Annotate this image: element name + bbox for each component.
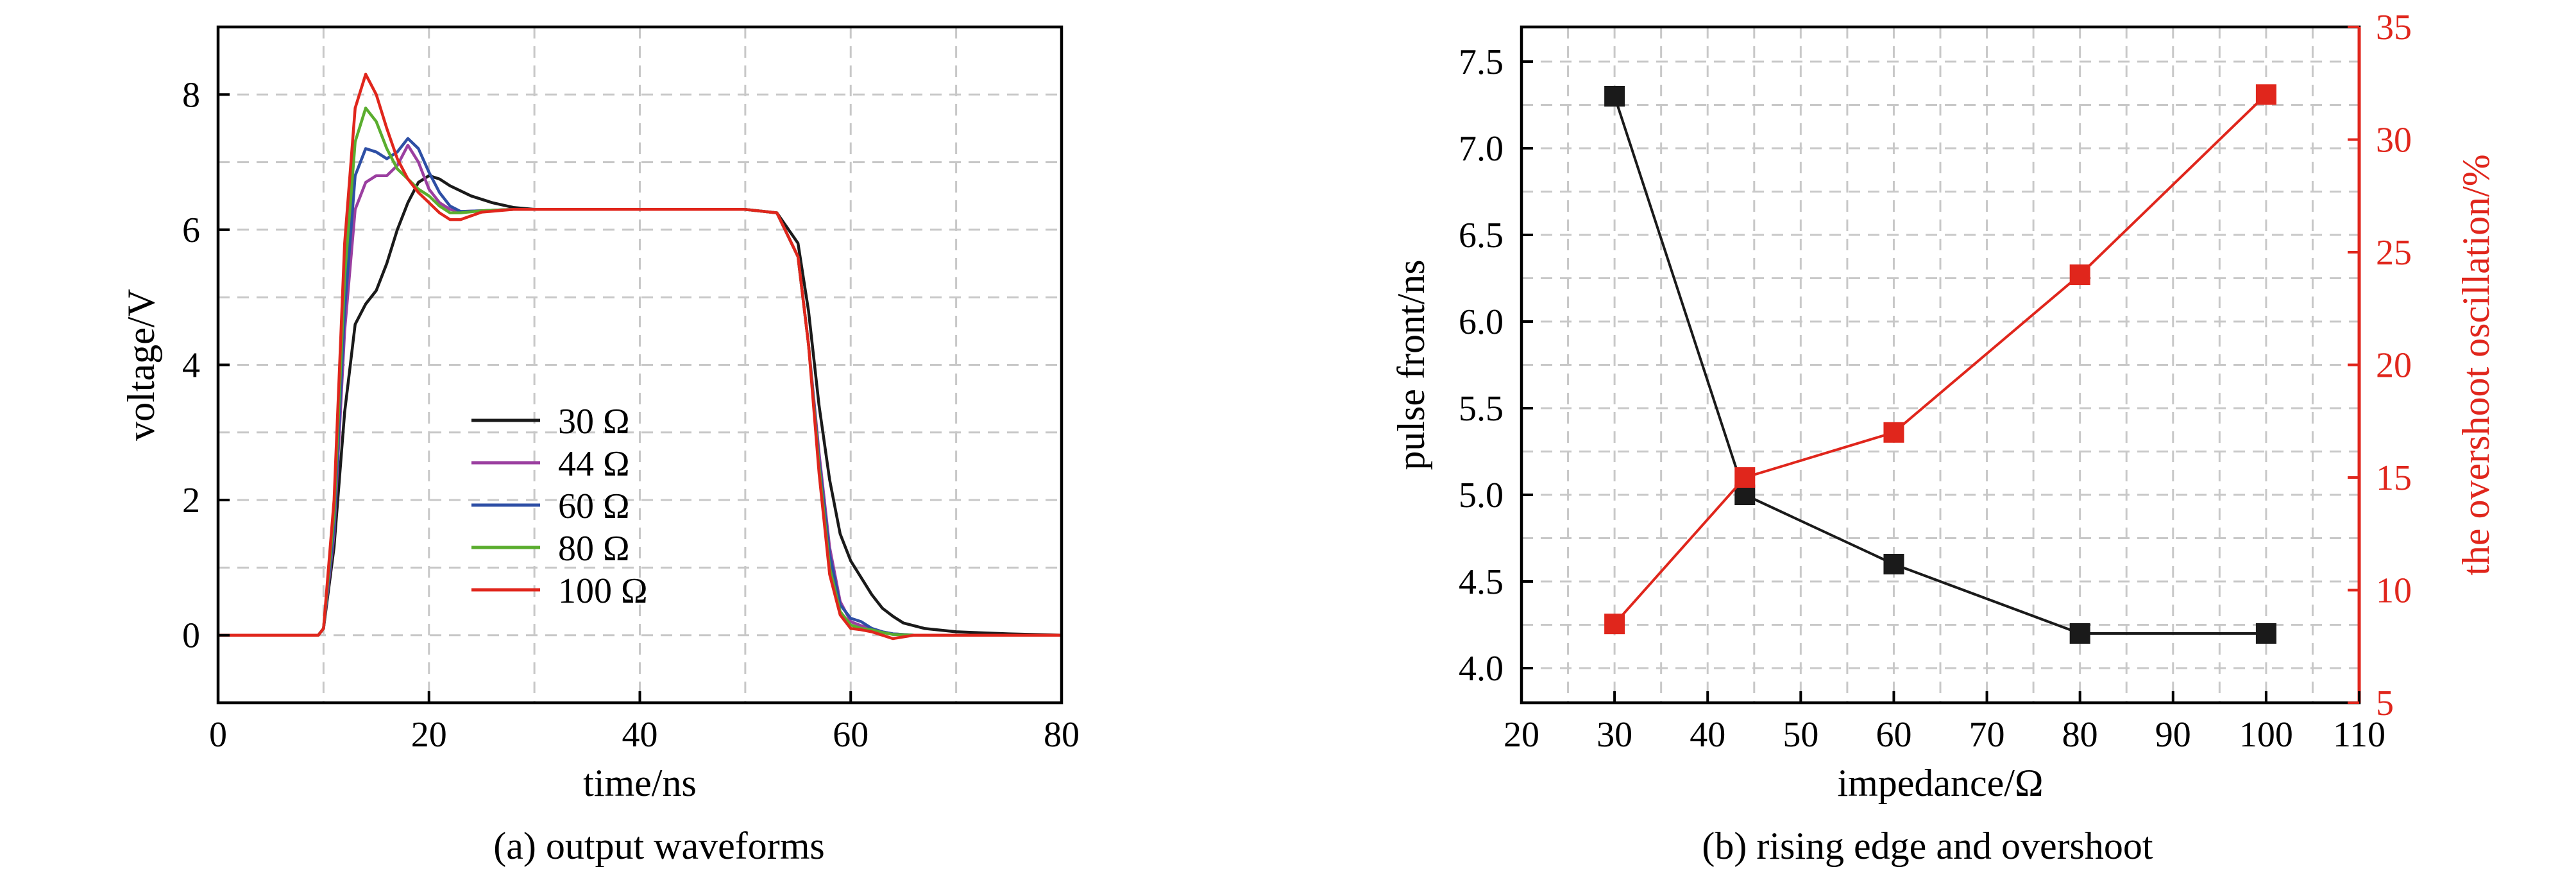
- y-axis-label: voltage/V: [120, 289, 162, 441]
- y-tick-label: 6.0: [1459, 302, 1504, 342]
- y2-tick-label: 15: [2376, 458, 2412, 498]
- x-tick-label: 0: [209, 715, 227, 755]
- y-tick-label: 2: [182, 481, 200, 521]
- y2-tick-label: 25: [2376, 233, 2412, 273]
- chart-rising-edge-overshoot: 20 30 40 50 60 70 80 90 100 110 4.0 4.5 5.0 5.5 6.0 6.5…: [1390, 8, 2497, 867]
- y-tick-label: 8: [182, 75, 200, 115]
- y-tick-label: 5.0: [1459, 476, 1504, 515]
- data-point-marker: [2069, 264, 2090, 286]
- x-tick-label: 80: [2062, 715, 2098, 755]
- chart-output-waveforms: 0 20 40 60 80 0 2 4 6 8 time/ns voltage/V (a) output…: [120, 25, 1080, 867]
- data-point-marker: [2069, 623, 2090, 644]
- x-tick-label: 40: [1690, 715, 1725, 755]
- legend-label: 60 Ω: [558, 486, 630, 526]
- y2-tick-label: 10: [2376, 571, 2412, 611]
- legend-label: 80 Ω: [558, 529, 630, 569]
- data-point-marker: [2255, 623, 2276, 644]
- data-point-marker: [2255, 84, 2276, 105]
- series-line: [218, 137, 1062, 637]
- x-tick-label: 60: [1876, 715, 1911, 755]
- x-tick-label: 90: [2155, 715, 2191, 755]
- data-point-marker: [1734, 485, 1756, 505]
- x-tick-label: 60: [833, 715, 869, 755]
- series-line: [218, 73, 1062, 641]
- chart-caption: (a) output waveforms: [493, 825, 825, 867]
- x-axis-label: impedance/Ω: [1837, 762, 2043, 804]
- y-tick-label: 5.5: [1459, 389, 1504, 429]
- y2-tick-label: 20: [2376, 346, 2412, 386]
- y-tick-label: 0: [182, 616, 200, 656]
- y-tick-label: 4: [182, 346, 200, 386]
- y-axis-label: pulse front/ns: [1390, 259, 1432, 470]
- data-point-marker: [1604, 86, 1625, 107]
- x-tick-label: 20: [411, 715, 447, 755]
- chart-caption: (b) rising edge and overshoot: [1702, 825, 2153, 867]
- x-tick-label: 70: [1969, 715, 2005, 755]
- y-tick-label: 7.5: [1459, 42, 1504, 82]
- y2-tick-label: 30: [2376, 121, 2412, 160]
- legend-label: 30 Ω: [558, 402, 630, 442]
- x-tick-label: 20: [1504, 715, 1539, 755]
- data-point-marker: [1734, 467, 1756, 488]
- x-tick-label: 110: [2333, 715, 2385, 755]
- x-tick-label: 80: [1044, 715, 1080, 755]
- y-tick-label: 7.0: [1459, 129, 1504, 169]
- data-point-marker: [1604, 614, 1625, 635]
- data-point-marker: [1883, 422, 1904, 443]
- y2-tick-label: 5: [2376, 684, 2394, 723]
- legend-label: 100 Ω: [558, 571, 648, 611]
- y2-tick-label: 35: [2376, 8, 2412, 47]
- y-tick-label: 6: [182, 211, 200, 250]
- y2-axis-label: the overshoot oscillation/%: [2455, 154, 2497, 576]
- x-tick-label: 100: [2239, 715, 2293, 755]
- x-axis-label: time/ns: [583, 762, 697, 804]
- legend-label: 44 Ω: [558, 444, 630, 484]
- y-tick-label: 4.0: [1459, 649, 1504, 689]
- x-tick-label: 50: [1783, 715, 1818, 755]
- x-tick-label: 30: [1597, 715, 1632, 755]
- data-point-marker: [1883, 554, 1904, 574]
- series-line: [218, 144, 1062, 637]
- x-tick-label: 40: [622, 715, 658, 755]
- y-tick-label: 4.5: [1459, 562, 1504, 602]
- y-tick-label: 6.5: [1459, 216, 1504, 255]
